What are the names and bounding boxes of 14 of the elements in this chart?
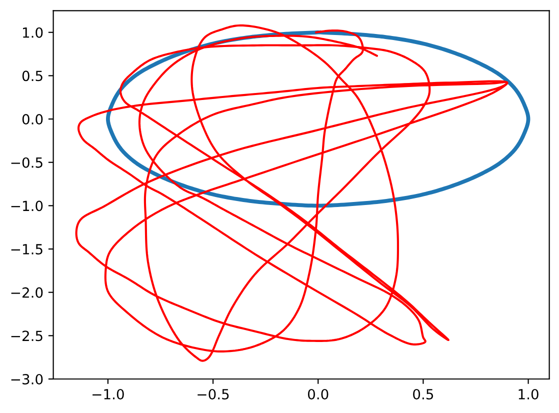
y-tick-label: −0.5 — [11, 157, 42, 168]
y-tick-label: 0.0 — [22, 114, 43, 124]
y-tick-label: −1.5 — [11, 244, 42, 254]
x-tick-label: 0.5 — [413, 388, 434, 400]
x-tick-label: −0.5 — [198, 388, 229, 400]
x-tick-label: 0.0 — [308, 388, 328, 400]
x-tick-label: −1.0 — [92, 388, 124, 400]
y-tick-label: −2.5 — [11, 330, 42, 342]
y-tick-label: −3.0 — [11, 374, 43, 384]
y-tick-label: −1.0 — [11, 200, 43, 212]
y-tick-label: 0.5 — [22, 70, 42, 82]
y-tick-label: 1.0 — [23, 27, 43, 38]
x-tick-label: 1.0 — [518, 388, 538, 400]
y-tick-label: −2.0 — [11, 287, 43, 298]
